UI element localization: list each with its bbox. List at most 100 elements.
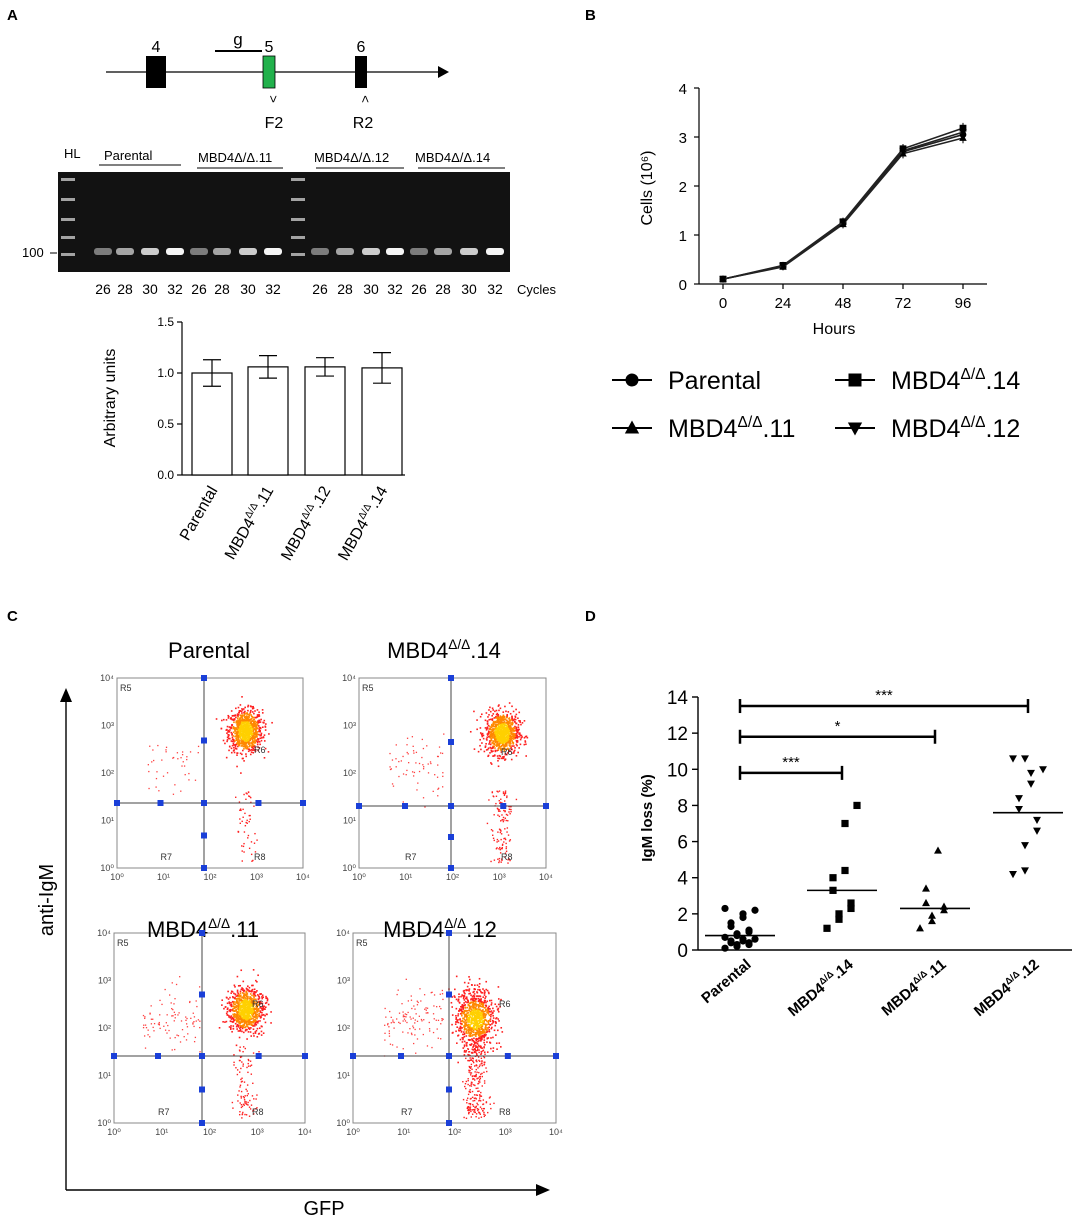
flow-event [222, 1020, 224, 1023]
flow-event [236, 1020, 238, 1022]
flow-event [489, 727, 492, 729]
flow-event [171, 1049, 173, 1051]
flow-gate-handle [302, 1053, 308, 1059]
flow-event [441, 993, 444, 995]
flow-event [490, 1015, 492, 1018]
flow-event [469, 1025, 471, 1027]
flow-event [502, 739, 504, 742]
flow-event [483, 1111, 485, 1114]
flow-event [496, 717, 499, 719]
flow-event [463, 1018, 466, 1021]
flow-event [430, 992, 432, 994]
flow-event [513, 745, 515, 747]
flow-event [499, 748, 502, 751]
flow-event [412, 775, 415, 777]
flow-event [503, 734, 506, 736]
flow-event [251, 989, 253, 992]
flow-gate-handle [155, 1053, 161, 1059]
flow-event [165, 751, 167, 753]
flow-event [488, 1026, 490, 1029]
flow-event [475, 1115, 477, 1118]
flow-event [461, 1005, 463, 1007]
flow-event [474, 1079, 476, 1081]
flow-event [388, 1026, 390, 1028]
flow-event [513, 734, 516, 736]
flow-event [246, 722, 249, 724]
flow-event [475, 1011, 477, 1014]
flow-event [493, 722, 495, 724]
flow-event [197, 745, 200, 748]
flow-event [440, 1038, 442, 1040]
flow-event [242, 1012, 244, 1015]
flow-event [246, 998, 249, 1000]
flow-event [225, 756, 228, 759]
flow-event [233, 746, 235, 749]
flow-event [464, 1006, 466, 1009]
flow-event [469, 1023, 471, 1026]
flow-event [480, 1037, 482, 1040]
flow-event [240, 998, 243, 1001]
flow-event [243, 842, 245, 845]
flow-event [257, 1021, 259, 1024]
flow-event [485, 738, 488, 740]
flow-event [492, 734, 494, 737]
flow-event [250, 1035, 253, 1037]
flow-event [241, 1011, 243, 1014]
flow-event [507, 834, 510, 836]
flow-event [475, 1019, 478, 1021]
flow-event [249, 736, 251, 738]
flow-event [252, 1020, 254, 1023]
flow-event [251, 738, 254, 741]
flow-event [406, 769, 408, 772]
flow-event [496, 807, 499, 810]
flow-event [257, 746, 259, 748]
flow-event [231, 733, 233, 735]
flow-event [247, 1007, 250, 1009]
flow-event [244, 812, 246, 815]
flow-event [457, 1021, 460, 1024]
flow-event [245, 1019, 248, 1021]
flow-event [167, 1024, 169, 1027]
flow-event [494, 731, 496, 733]
flow-event [240, 1095, 242, 1098]
flow-event [470, 1116, 473, 1118]
flow-event [253, 712, 255, 715]
flow-event [405, 1016, 407, 1018]
flow-event [251, 733, 254, 735]
flow-event [500, 833, 503, 835]
flow-event [497, 840, 500, 842]
igm-point [853, 801, 861, 810]
flow-event [476, 1049, 478, 1052]
flow-event [470, 1029, 473, 1032]
flow-event [241, 728, 244, 731]
flow-event [248, 1015, 250, 1017]
flow-event [480, 1036, 483, 1039]
flow-event [250, 714, 252, 716]
flow-event [478, 1031, 480, 1034]
flow-event [480, 1050, 482, 1053]
flow-event [243, 1081, 246, 1083]
flow-event [249, 990, 251, 993]
flow-event [503, 794, 506, 797]
flow-event [487, 1027, 489, 1029]
flow-event [385, 1016, 387, 1018]
flow-event [478, 1029, 481, 1032]
flow-event [459, 1038, 462, 1041]
flow-event [415, 751, 418, 754]
flow-event [410, 999, 413, 1001]
flow-event [249, 737, 252, 740]
flow-event [491, 1012, 494, 1015]
flow-event [227, 717, 230, 719]
flow-event [489, 725, 491, 728]
flow-event [246, 1024, 249, 1026]
flow-event [250, 1073, 253, 1075]
flow-event [477, 1013, 480, 1016]
flow-event [494, 741, 497, 744]
igm-point [1009, 871, 1017, 879]
flow-event [482, 1032, 484, 1034]
flow-event [479, 1095, 481, 1097]
flow-event [482, 988, 484, 990]
flow-region-label: R7 [161, 852, 173, 862]
flow-event [183, 1036, 185, 1038]
flow-event [254, 720, 257, 723]
